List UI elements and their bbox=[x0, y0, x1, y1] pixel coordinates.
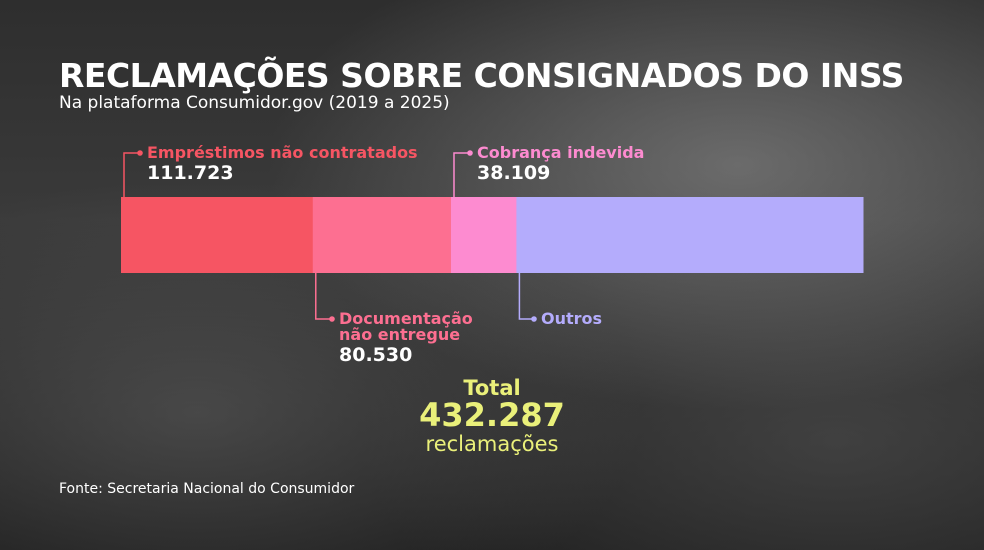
total-label: Total bbox=[463, 376, 521, 400]
connector-dot-2 bbox=[467, 150, 473, 156]
connector-line-0 bbox=[123, 152, 138, 197]
bar-segment-3 bbox=[516, 197, 864, 273]
value-cobranca: 38.109 bbox=[477, 162, 551, 184]
source-note: Fonte: Secretaria Nacional do Consumidor bbox=[59, 481, 355, 497]
connector-dot-3 bbox=[531, 316, 537, 322]
connector-line-1 bbox=[315, 273, 330, 320]
value-emprestimos: 111.723 bbox=[147, 162, 234, 184]
total-value: 432.287 bbox=[419, 396, 565, 434]
label-cobranca: Cobrança indevida bbox=[477, 143, 645, 162]
label-documentacao: Documentação não entregue bbox=[339, 309, 473, 344]
total-unit: reclamações bbox=[425, 432, 559, 456]
connector-dot-1 bbox=[329, 316, 335, 322]
connector-dot-0 bbox=[137, 150, 143, 156]
bar-segment-1 bbox=[312, 197, 452, 273]
chart-title: RECLAMAÇÕES SOBRE CONSIGNADOS DO INSS bbox=[59, 56, 904, 95]
label-emprestimos: Empréstimos não contratados bbox=[147, 143, 418, 162]
label-outros: Outros bbox=[541, 309, 603, 328]
connector-line-3 bbox=[518, 273, 532, 320]
chart-subtitle: Na plataforma Consumidor.gov (2019 a 202… bbox=[59, 93, 450, 113]
value-documentacao: 80.530 bbox=[339, 344, 413, 366]
bar-segment-2 bbox=[450, 197, 517, 273]
bar-segment-0 bbox=[121, 197, 314, 273]
connector-line-2 bbox=[453, 152, 468, 197]
